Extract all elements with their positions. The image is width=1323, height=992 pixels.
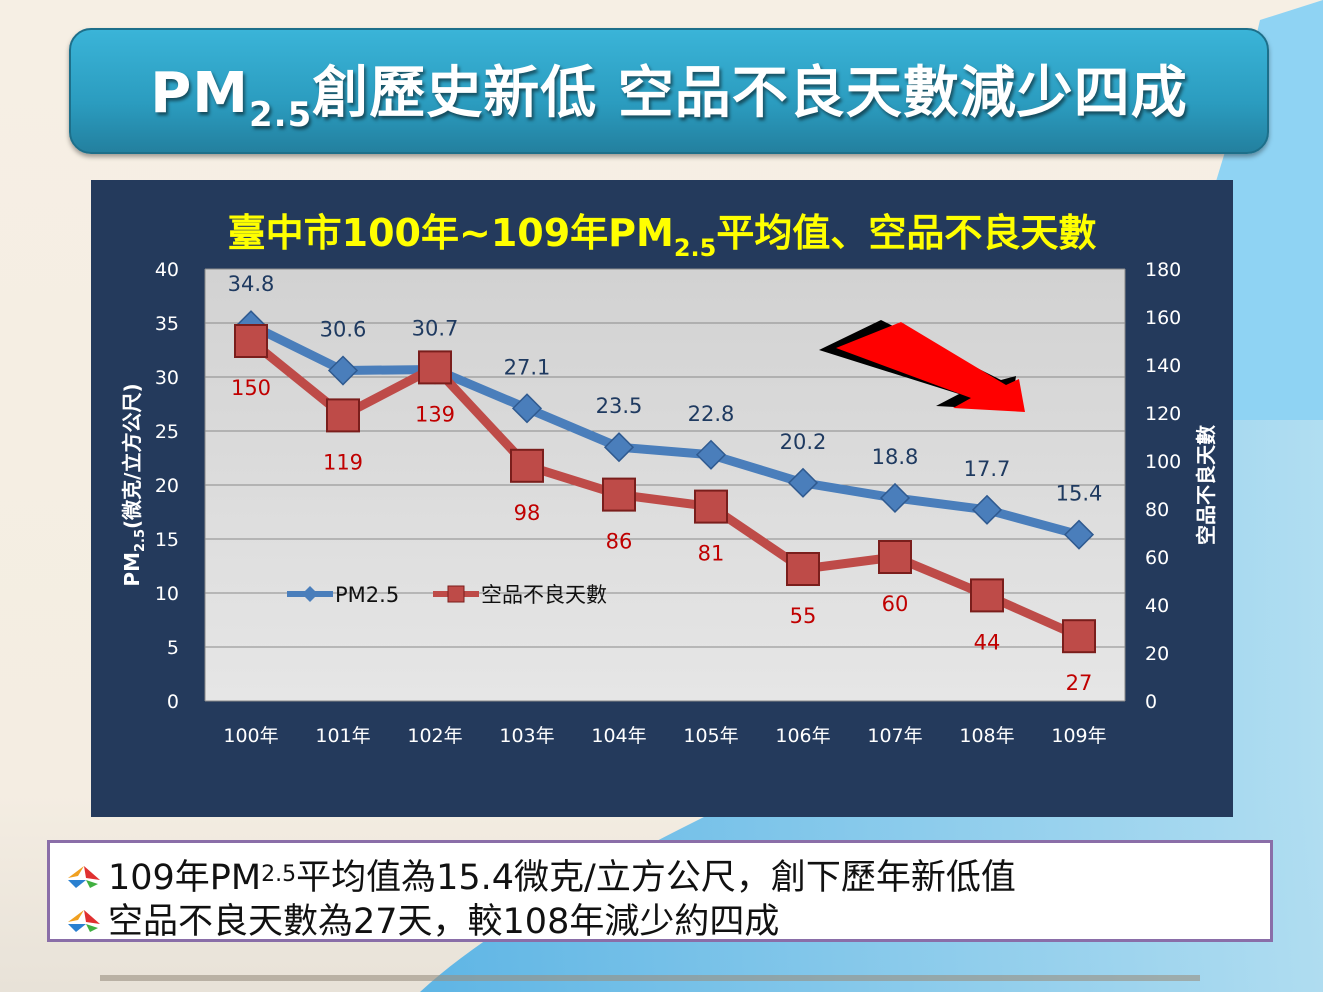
data-point-bad-days [510, 448, 544, 483]
chart: 臺中市100年~109年PM2.5平均值、空品不良天數 0 5 10 15 20 25 30… [120, 211, 1218, 747]
data-point-bad-days [234, 324, 268, 358]
summary-box: 109年PM 2.5 平均值為15.4微克/立方公尺，創下歷年新低值 空品不良天數為… [47, 840, 1273, 942]
data-label-bad-days: 44 [974, 630, 1001, 654]
x-tick-label: 102年 [407, 725, 462, 747]
data-point-pm25 [511, 393, 543, 424]
data-point-pm25 [1063, 519, 1095, 550]
data-point-bad-days [970, 578, 1004, 613]
y-tick-label: 5 [167, 637, 179, 659]
data-point-bad-days [694, 489, 728, 524]
data-point-bad-days [602, 477, 636, 512]
y2-tick-label: 20 [1145, 643, 1169, 665]
y2-tick-label: 0 [1145, 691, 1157, 713]
chart-title: 臺中市100年~109年PM2.5平均值、空品不良天數 [228, 211, 1097, 262]
data-point-bad-days [418, 350, 452, 385]
series-line-pm25 [249, 321, 1081, 540]
chart-legend: PM2.5 空品不良天數 [287, 583, 607, 607]
x-tick-label: 108年 [959, 725, 1014, 747]
data-point-bad-days [1062, 619, 1096, 654]
data-point-pm25 [327, 355, 359, 386]
summary-note-1: 109年PM 2.5 平均值為15.4微克/立方公尺，創下歷年新低值 [64, 849, 1016, 900]
data-label-pm25: 30.7 [412, 316, 459, 340]
data-point-pm25 [971, 494, 1003, 525]
y-tick-label: 30 [155, 367, 179, 389]
y2-tick-label: 180 [1145, 259, 1181, 281]
y-tick-label: 35 [155, 313, 179, 335]
data-label-pm25: 15.4 [1056, 482, 1103, 506]
x-tick-label: 101年 [315, 725, 370, 747]
data-label-pm25: 18.8 [872, 445, 919, 469]
summary-note-2: 空品不良天數為27天，較108年減少約四成 [64, 893, 779, 944]
y2-tick-label: 80 [1145, 499, 1169, 521]
x-tick-label: 109年 [1051, 725, 1106, 747]
data-label-bad-days: 86 [606, 530, 633, 554]
data-label-pm25: 27.1 [504, 355, 551, 379]
data-label-bad-days: 119 [323, 450, 363, 474]
data-label-bad-days: 60 [882, 592, 909, 616]
star-bullet-icon [68, 909, 100, 932]
data-point-pm25 [695, 439, 727, 470]
x-tick-label: 107年 [867, 725, 922, 747]
data-point-pm25 [787, 467, 819, 498]
y2-tick-label: 140 [1145, 355, 1181, 377]
data-label-bad-days: 27 [1066, 671, 1093, 695]
data-label-pm25: 30.6 [320, 318, 367, 342]
y-tick-label: 0 [167, 691, 179, 713]
chart-panel: 臺中市100年~109年PM2.5平均值、空品不良天數 0 5 10 15 20 25 30… [91, 180, 1233, 817]
slide-title: PM2.5創歷史新低 空品不良天數減少四成 [150, 60, 1188, 135]
y2-tick-label: 120 [1145, 403, 1181, 425]
data-point-bad-days [878, 540, 912, 574]
y2-tick-label: 100 [1145, 451, 1181, 473]
data-label-bad-days: 98 [514, 501, 541, 525]
y-tick-label: 40 [155, 259, 179, 281]
series-line-bad-days [248, 337, 1081, 641]
data-label-bad-days: 81 [698, 542, 725, 566]
y2-tick-label: 60 [1145, 547, 1169, 569]
data-label-pm25: 34.8 [228, 272, 275, 296]
x-tick-label: 104年 [591, 725, 646, 747]
y-tick-label: 10 [155, 583, 179, 605]
data-label-bad-days: 55 [790, 604, 817, 628]
y2-tick-label: 160 [1145, 307, 1181, 329]
data-point-bad-days [786, 552, 820, 586]
slide-title-bar: PM2.5創歷史新低 空品不良天數減少四成 [69, 28, 1269, 154]
legend-label: 空品不良天數 [481, 583, 607, 607]
star-bullet-icon [68, 865, 100, 888]
data-label-pm25: 20.2 [780, 430, 827, 454]
x-tick-label: 100年 [223, 725, 278, 747]
data-label-pm25: 17.7 [964, 457, 1011, 481]
y-axis-label: PM2.5(微克/立方公尺) [120, 383, 148, 586]
y-tick-label: 15 [155, 529, 179, 551]
data-point-bad-days [326, 398, 360, 433]
x-tick-label: 103年 [499, 725, 554, 747]
x-tick-label: 106年 [775, 725, 830, 747]
x-tick-label: 105年 [683, 725, 738, 747]
legend-label: PM2.5 [335, 583, 399, 607]
y-tick-label: 25 [155, 421, 179, 443]
y2-tick-label: 40 [1145, 595, 1169, 617]
y-tick-label: 20 [155, 475, 179, 497]
legend-marker-diamond [302, 586, 318, 602]
downward-trend-arrow [819, 320, 1025, 412]
data-label-pm25: 23.5 [596, 394, 643, 418]
data-point-pm25 [879, 482, 911, 514]
data-label-pm25: 22.8 [688, 402, 735, 426]
y2-axis-label: 空品不良天數 [1194, 425, 1218, 545]
legend-marker-square [447, 585, 465, 603]
data-point-pm25 [603, 432, 635, 463]
data-label-bad-days: 150 [231, 376, 271, 400]
data-label-bad-days: 139 [415, 402, 455, 426]
